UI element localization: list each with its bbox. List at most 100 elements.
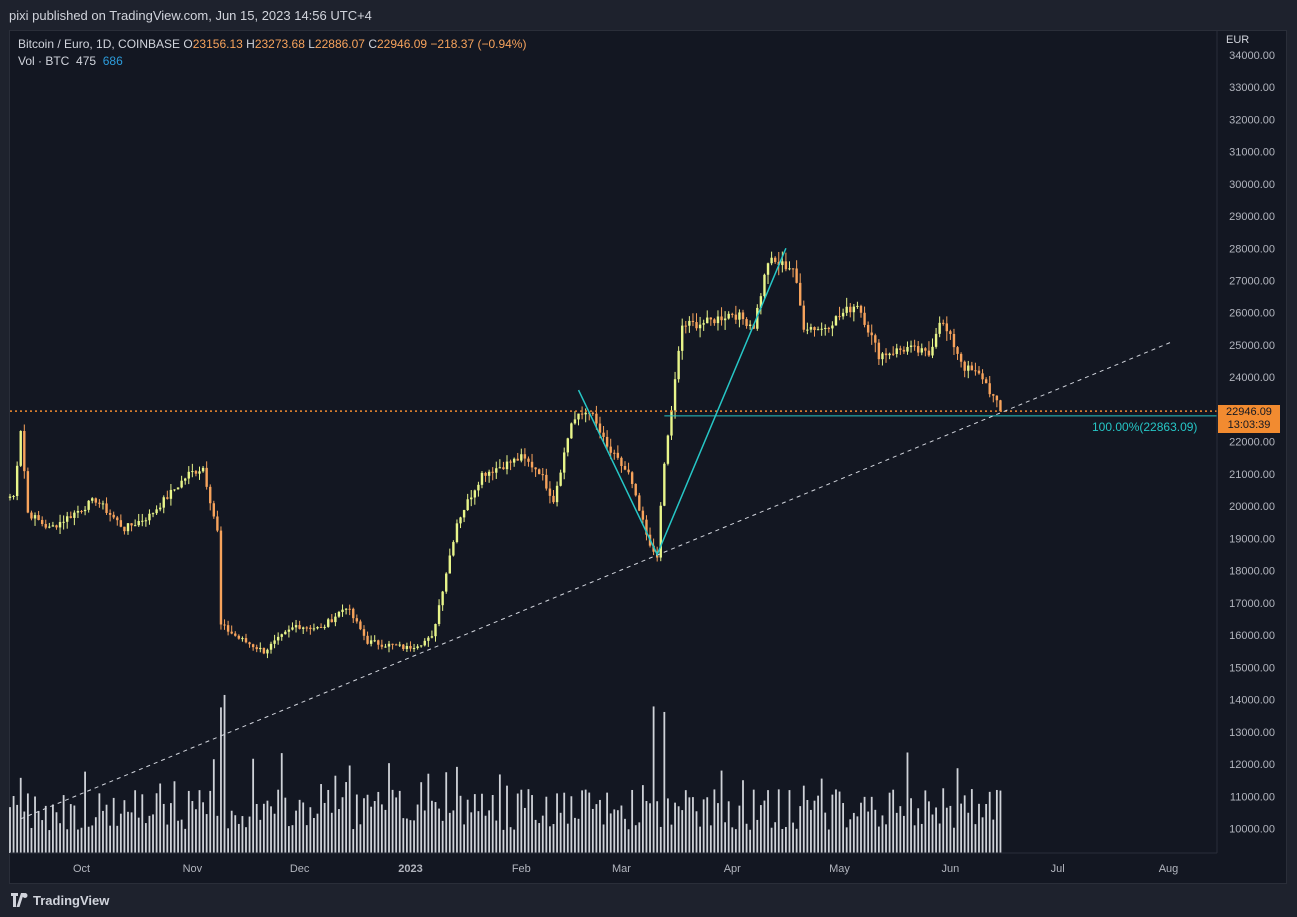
volume-bar bbox=[227, 828, 230, 853]
tradingview-brand: TradingView bbox=[33, 893, 110, 908]
volume-bar bbox=[155, 793, 158, 853]
candle-body bbox=[158, 507, 162, 510]
volume-bar bbox=[373, 801, 376, 853]
volume-bar bbox=[30, 827, 33, 853]
candle-body bbox=[344, 608, 348, 610]
volume-bar bbox=[717, 803, 719, 853]
candle-body bbox=[799, 282, 802, 306]
volume-bar bbox=[599, 799, 601, 853]
volume-bar bbox=[223, 694, 226, 853]
candle-body bbox=[98, 502, 101, 504]
currency-label[interactable]: EUR bbox=[1226, 34, 1250, 46]
volume-bar bbox=[960, 803, 963, 853]
candle-body bbox=[162, 497, 165, 508]
volume-bar bbox=[338, 809, 340, 853]
candle-body bbox=[706, 317, 709, 324]
candle-body bbox=[537, 469, 541, 475]
volume-bar bbox=[330, 812, 333, 853]
overlays bbox=[10, 247, 1217, 820]
volume-bars bbox=[9, 694, 1002, 853]
volume-bar bbox=[842, 803, 845, 853]
candle-body bbox=[391, 643, 394, 645]
candle-body bbox=[66, 516, 69, 522]
volume-bar bbox=[259, 819, 262, 853]
volume-bar bbox=[692, 797, 694, 853]
candle-body bbox=[663, 463, 666, 506]
volume-bar bbox=[441, 820, 444, 853]
candle-body bbox=[645, 519, 648, 535]
volume-bar bbox=[963, 795, 966, 853]
candle-body bbox=[112, 514, 115, 518]
candle-body bbox=[942, 322, 945, 324]
volume-bar bbox=[391, 789, 394, 853]
y-tick-label: 14000.00 bbox=[1229, 695, 1275, 707]
volume-bar bbox=[384, 809, 387, 853]
volume-bar bbox=[198, 790, 201, 853]
volume-bar bbox=[799, 806, 802, 853]
volume-bar bbox=[327, 789, 330, 853]
candle-body bbox=[541, 474, 544, 476]
volume-bar bbox=[827, 829, 830, 853]
candle-body bbox=[394, 644, 398, 646]
candle-body bbox=[198, 471, 201, 474]
candle-body bbox=[659, 505, 662, 558]
volume-bar bbox=[953, 827, 955, 853]
volume-bar bbox=[177, 820, 179, 853]
candle-body bbox=[191, 471, 194, 473]
volume-bar bbox=[98, 793, 101, 853]
candle-body bbox=[452, 542, 455, 556]
volume-bar bbox=[988, 791, 991, 853]
volume-bar bbox=[645, 800, 648, 853]
volume-bar bbox=[323, 802, 326, 853]
volume-bar bbox=[781, 828, 784, 853]
candle-body bbox=[802, 305, 805, 330]
volume-bar bbox=[856, 816, 859, 853]
volume-bar bbox=[355, 794, 358, 853]
candle-body bbox=[448, 555, 451, 574]
candle-body bbox=[977, 370, 981, 374]
candle-body bbox=[673, 379, 677, 411]
candle-body bbox=[366, 635, 369, 644]
volume-bar bbox=[423, 810, 426, 853]
candle-body bbox=[266, 649, 269, 654]
candle-body bbox=[970, 365, 974, 371]
candle-body bbox=[727, 313, 730, 319]
volume-bar bbox=[287, 826, 290, 853]
candle-body bbox=[906, 346, 909, 352]
volume-bar bbox=[116, 825, 119, 853]
volume-bar bbox=[37, 810, 40, 853]
candle-body bbox=[534, 467, 537, 470]
candle-body bbox=[416, 646, 419, 649]
volume-bar bbox=[280, 753, 283, 853]
y-tick-label: 12000.00 bbox=[1229, 759, 1275, 771]
chart-frame[interactable] bbox=[9, 30, 1287, 884]
candle-body bbox=[698, 324, 702, 329]
change-value: −218.37 (−0.94%) bbox=[430, 37, 527, 51]
volume-bar bbox=[230, 810, 233, 853]
volume-bar bbox=[405, 818, 408, 853]
candle-body bbox=[820, 328, 823, 330]
volume-bar bbox=[699, 826, 701, 853]
candle-body bbox=[709, 317, 713, 320]
candle-body bbox=[509, 461, 512, 463]
volume-bar bbox=[581, 790, 583, 853]
volume-bar bbox=[788, 790, 791, 853]
candle-body bbox=[809, 327, 813, 330]
candle-body bbox=[355, 618, 359, 622]
y-tick-label: 27000.00 bbox=[1229, 276, 1275, 288]
candle-body bbox=[437, 605, 441, 624]
high-value: 23273.68 bbox=[254, 37, 305, 51]
volume-bar bbox=[137, 817, 140, 853]
volume-bar bbox=[237, 823, 240, 853]
volume-bar bbox=[545, 796, 548, 853]
x-tick-label: Dec bbox=[290, 863, 310, 875]
candle-body bbox=[316, 627, 319, 629]
candle-body bbox=[23, 431, 26, 472]
volume-bar bbox=[649, 803, 651, 853]
volume-bar bbox=[498, 774, 501, 853]
candle-body bbox=[337, 611, 341, 617]
publish-info: pixi published on TradingView.com, Jun 1… bbox=[9, 8, 372, 23]
volume-bar bbox=[767, 790, 769, 853]
candle-body bbox=[999, 400, 1002, 412]
